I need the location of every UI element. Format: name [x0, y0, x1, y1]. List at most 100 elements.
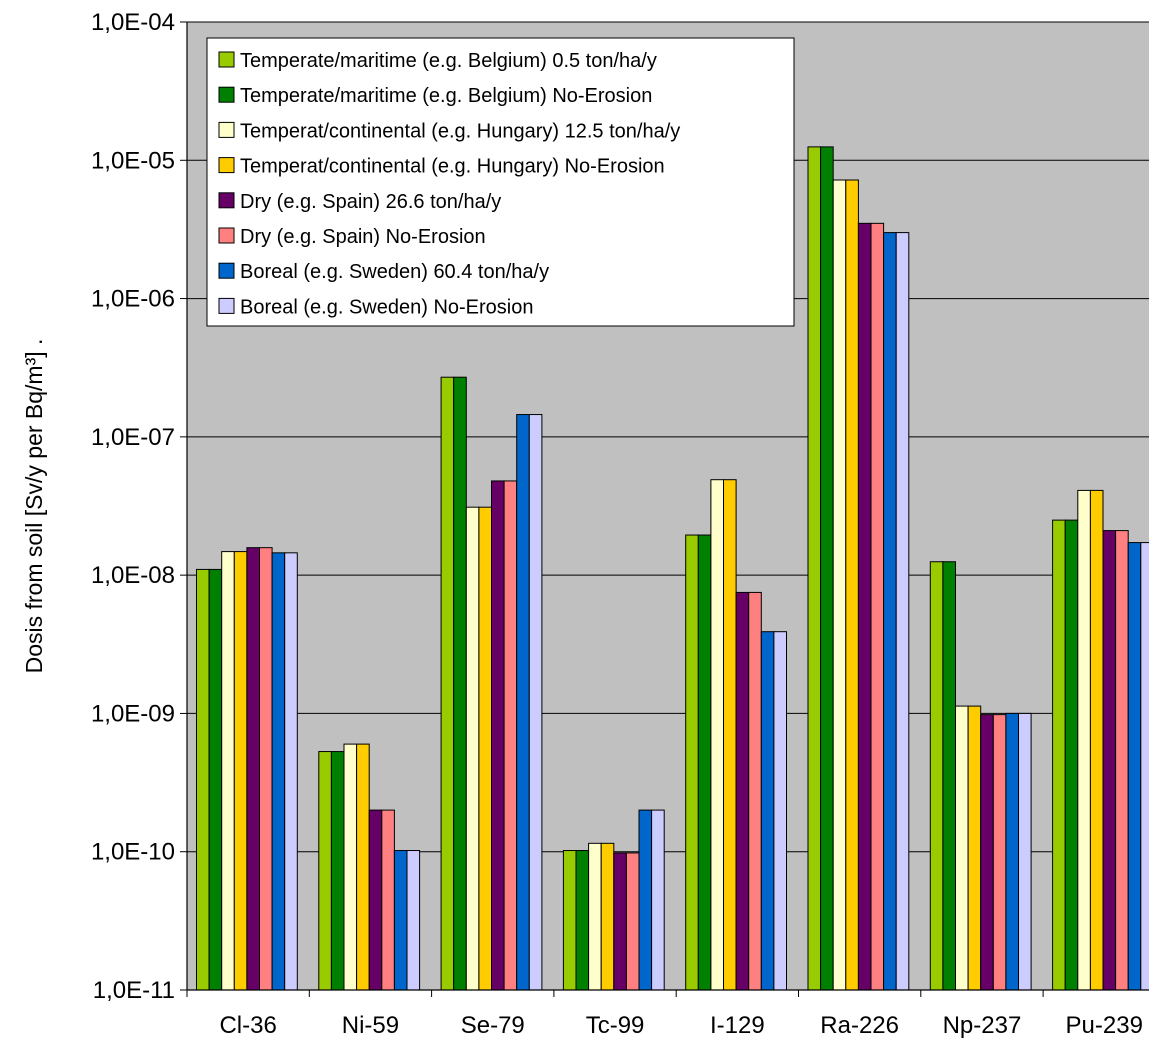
bar — [980, 714, 994, 990]
y-tick-label: 1,0E-04 — [91, 9, 175, 36]
bar — [259, 547, 273, 990]
bar — [284, 552, 298, 990]
legend-swatch — [218, 157, 235, 174]
x-tick-labels: Cl-36 Ni-59 Se-79 Tc-99 I-129 Ra-226 Np-237 Pu-… — [219, 1012, 1142, 1039]
bar — [895, 232, 910, 990]
bar — [562, 850, 577, 990]
bar — [1064, 519, 1079, 990]
bar — [625, 852, 640, 990]
y-tick-label: 1,0E-05 — [91, 147, 175, 174]
x-tick-label: Ra-226 — [820, 1012, 899, 1039]
bar — [1115, 530, 1129, 990]
legend: Temperate/maritime (e.g. Belgium) 0.5 to… — [206, 37, 795, 327]
bar — [588, 842, 602, 990]
x-tick-label: Tc-99 — [586, 1012, 645, 1039]
bar — [393, 850, 408, 990]
bar — [845, 179, 859, 990]
bar — [685, 534, 699, 990]
bar — [600, 842, 615, 990]
y-tick-label: 1,0E-06 — [91, 286, 175, 313]
legend-swatch — [218, 51, 235, 68]
bar — [992, 714, 1007, 990]
y-tick-labels: 1,0E-11 1,0E-10 1,0E-09 1,0E-08 1,0E-07 1,0E-… — [91, 9, 175, 1004]
bar — [1102, 530, 1117, 990]
bar — [440, 376, 455, 990]
bar — [528, 414, 543, 990]
bar — [1052, 519, 1066, 990]
y-tick-label: 1,0E-07 — [91, 424, 175, 451]
x-tick-label: Se-79 — [461, 1012, 525, 1039]
bar — [453, 376, 467, 990]
bar — [1018, 712, 1032, 990]
bar — [196, 568, 210, 990]
bar — [723, 479, 737, 990]
x-tick-label: I-129 — [710, 1012, 765, 1039]
bar — [406, 850, 421, 990]
bar — [356, 743, 370, 990]
y-tick-label: 1,0E-10 — [91, 839, 175, 866]
x-tick-label: Pu-239 — [1066, 1012, 1143, 1039]
bar — [330, 751, 345, 990]
bar — [760, 631, 775, 990]
bar — [491, 480, 505, 990]
y-tick-label: 1,0E-11 — [93, 977, 175, 1004]
bar — [807, 146, 822, 990]
bar — [1005, 712, 1020, 990]
bar — [381, 809, 395, 990]
legend-label: Dry (e.g. Spain) 26.6 ton/ha/y — [240, 191, 501, 213]
legend-label: Temperat/continental (e.g. Hungary) No-E… — [240, 156, 665, 178]
bar — [208, 568, 223, 990]
bar — [857, 222, 872, 990]
x-tick-label: Cl-36 — [219, 1012, 276, 1039]
x-tick-label: Np-237 — [943, 1012, 1022, 1039]
legend-swatch — [218, 192, 235, 209]
bar — [638, 809, 653, 990]
bar — [883, 232, 897, 990]
y-tick-label: 1,0E-09 — [91, 700, 175, 727]
y-tick-label: 1,0E-08 — [91, 562, 175, 589]
legend-label: Temperate/maritime (e.g. Belgium) No-Ero… — [240, 85, 652, 107]
bar — [929, 561, 944, 990]
bar — [870, 222, 885, 990]
bar — [613, 852, 627, 990]
bar — [820, 146, 834, 990]
bar — [735, 591, 750, 990]
bar — [575, 850, 590, 990]
legend-swatch — [218, 262, 235, 279]
legend-label: Dry (e.g. Spain) No-Erosion — [240, 226, 486, 248]
bar — [246, 547, 260, 990]
bar — [368, 809, 383, 990]
bar — [697, 534, 712, 990]
legend-label: Boreal (e.g. Sweden) 60.4 ton/ha/y — [240, 261, 549, 283]
bar — [773, 631, 788, 990]
bar — [478, 506, 492, 990]
bar — [503, 480, 518, 990]
bar — [318, 751, 332, 990]
bar — [832, 179, 847, 990]
bar — [1089, 489, 1104, 990]
legend-box — [206, 37, 795, 327]
y-axis-title: Dosis from soil [Sv/y per Bq/m³] . — [21, 339, 47, 674]
bar — [748, 591, 762, 990]
bar — [343, 743, 358, 990]
bar — [651, 809, 665, 990]
bar — [967, 705, 982, 990]
bar — [221, 551, 235, 990]
legend-swatch — [218, 227, 235, 244]
bar — [710, 479, 725, 990]
bar — [1140, 542, 1149, 990]
x-tick-label: Ni-59 — [342, 1012, 399, 1039]
legend-label: Temperate/maritime (e.g. Belgium) 0.5 to… — [240, 50, 657, 72]
legend-swatch — [218, 297, 235, 314]
legend-label: Temperat/continental (e.g. Hungary) 12.5… — [240, 120, 680, 142]
bar — [233, 551, 248, 990]
axes — [180, 21, 1149, 997]
bar — [1127, 542, 1142, 990]
bars — [196, 146, 1149, 990]
bar — [955, 705, 969, 990]
legend-swatch — [218, 121, 235, 138]
legend-swatch — [218, 86, 235, 103]
bar — [1077, 489, 1091, 990]
bar — [942, 561, 957, 990]
